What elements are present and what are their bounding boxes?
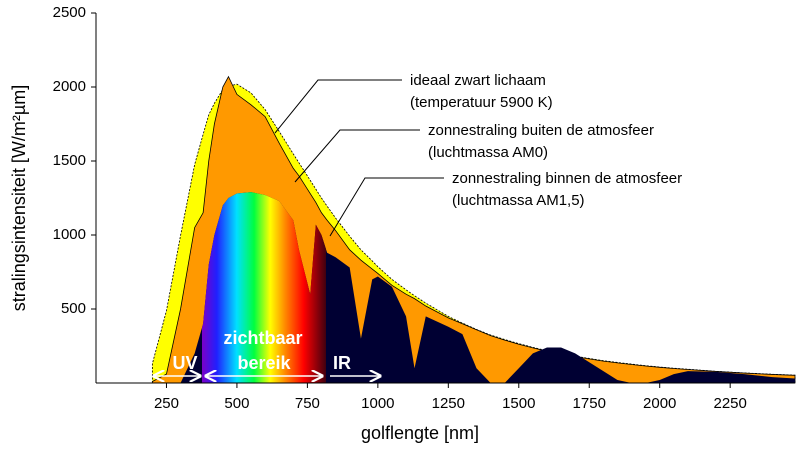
y-tick-label: 1500 [53,152,86,169]
annotation: zonnestraling buiten de atmosfeer [428,122,654,139]
band-label: bereik [237,353,291,373]
x-tick-label: 500 [224,395,249,412]
x-axis-label: golflengte [nm] [361,423,479,443]
y-tick-label: 500 [61,300,86,317]
leader-line [274,79,402,134]
ticks: 500 1000 1500 2000 2500 250 500 750 1000 1250 1500… [53,4,747,412]
band-label: IR [333,353,351,373]
leader-line [329,177,444,237]
leader-line [294,129,420,183]
y-tick-label: 2500 [53,4,86,21]
x-tick-label: 1000 [361,395,394,412]
y-axis-label: stralingsintensiteit [W/m²µm] [9,85,29,311]
annotation: (temperatuur 5900 K) [410,94,553,111]
x-tick-label: 2250 [713,395,746,412]
y-tick-label: 1000 [53,226,86,243]
x-tick-label: 1250 [432,395,465,412]
x-tick-label: 250 [154,395,179,412]
y-tick-label: 2000 [53,78,86,95]
annotation: (luchtmassa AM0) [428,144,548,161]
x-tick-label: 1500 [502,395,535,412]
annotation: zonnestraling binnen de atmosfeer [452,170,682,187]
band-label: zichtbaar [223,328,302,348]
annotation: (luchtmassa AM1,5) [452,192,585,209]
axes [95,13,795,384]
x-tick-label: 2000 [643,395,676,412]
band-label: UV [172,353,197,373]
x-tick-label: 750 [295,395,320,412]
x-tick-label: 1750 [573,395,606,412]
annotation: ideaal zwart lichaam [410,72,546,89]
